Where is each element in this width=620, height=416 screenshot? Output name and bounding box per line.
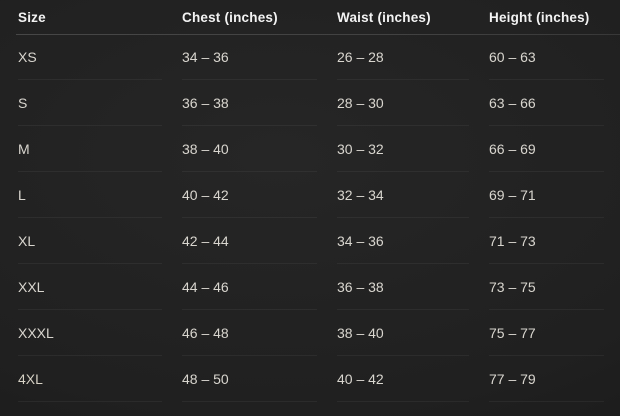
height-value: 73 – 75 <box>489 264 604 310</box>
size-chart-table: Size Chest (inches) Waist (inches) Heigh… <box>16 9 620 402</box>
waist-value: 30 – 32 <box>337 126 469 172</box>
height-value: 75 – 77 <box>489 310 604 356</box>
chest-value: 48 – 50 <box>182 356 317 402</box>
size-label: XS <box>18 34 162 80</box>
size-label: XXXL <box>18 310 162 356</box>
chest-value: 34 – 36 <box>182 34 317 80</box>
size-label: 4XL <box>18 356 162 402</box>
chest-value: 46 – 48 <box>182 310 317 356</box>
size-label: S <box>18 80 162 126</box>
height-value: 63 – 66 <box>489 80 604 126</box>
column-header-height: Height (inches) <box>489 9 590 25</box>
size-label: M <box>18 126 162 172</box>
chest-value: 42 – 44 <box>182 218 317 264</box>
waist-value: 40 – 42 <box>337 356 469 402</box>
waist-value: 34 – 36 <box>337 218 469 264</box>
height-value: 69 – 71 <box>489 172 604 218</box>
header-divider <box>16 34 620 35</box>
column-header-chest: Chest (inches) <box>182 9 278 25</box>
chest-value: 38 – 40 <box>182 126 317 172</box>
size-label: XL <box>18 218 162 264</box>
size-label: L <box>18 172 162 218</box>
waist-value: 38 – 40 <box>337 310 469 356</box>
height-value: 66 – 69 <box>489 126 604 172</box>
height-value: 60 – 63 <box>489 34 604 80</box>
column-header-waist: Waist (inches) <box>337 9 431 25</box>
waist-value: 28 – 30 <box>337 80 469 126</box>
height-value: 77 – 79 <box>489 356 604 402</box>
chest-value: 44 – 46 <box>182 264 317 310</box>
chest-value: 40 – 42 <box>182 172 317 218</box>
waist-value: 26 – 28 <box>337 34 469 80</box>
waist-value: 36 – 38 <box>337 264 469 310</box>
height-value: 71 – 73 <box>489 218 604 264</box>
size-label: XXL <box>18 264 162 310</box>
column-header-size: Size <box>18 9 46 25</box>
chest-value: 36 – 38 <box>182 80 317 126</box>
waist-value: 32 – 34 <box>337 172 469 218</box>
